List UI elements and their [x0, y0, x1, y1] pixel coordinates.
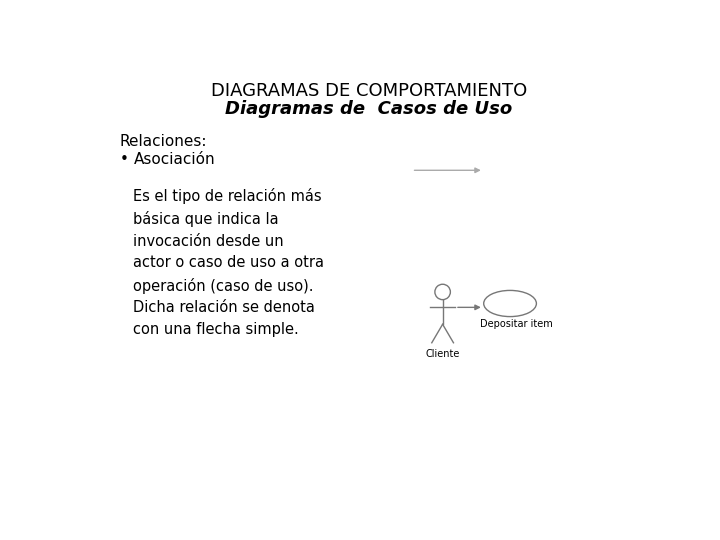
Ellipse shape [484, 291, 536, 316]
Text: Es el tipo de relación más
básica que indica la
invocación desde un
actor o caso: Es el tipo de relación más básica que in… [133, 188, 325, 337]
Text: •: • [120, 152, 128, 167]
Text: DIAGRAMAS DE COMPORTAMIENTO: DIAGRAMAS DE COMPORTAMIENTO [211, 82, 527, 100]
Text: Relaciones:: Relaciones: [120, 134, 207, 149]
Text: Diagramas de  Casos de Uso: Diagramas de Casos de Uso [225, 100, 513, 118]
Circle shape [435, 284, 451, 300]
Text: Depositar item: Depositar item [480, 319, 553, 329]
Text: Asociación: Asociación [133, 152, 215, 167]
Text: Cliente: Cliente [426, 349, 460, 359]
